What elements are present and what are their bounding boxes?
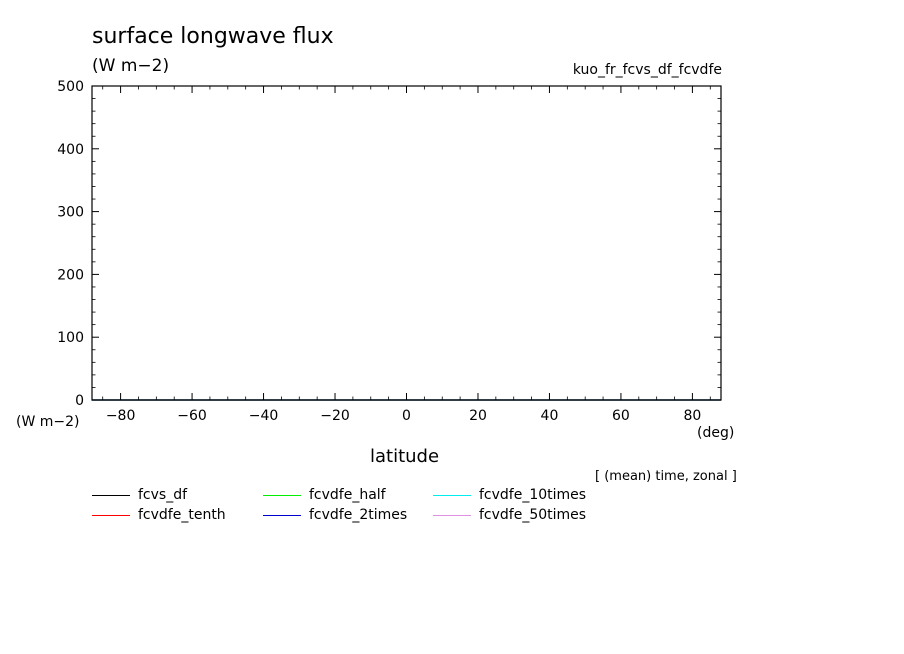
- x-tick-label: −40: [249, 408, 279, 424]
- y-axis-unit: (W m−2): [16, 414, 80, 430]
- y-tick-label: 400: [57, 142, 84, 158]
- legend-swatch: [92, 514, 130, 516]
- legend-item-fcvdfe_50times: fcvdfe_50times: [433, 506, 586, 524]
- legend-item-fcvdfe_10times: fcvdfe_10times: [433, 486, 586, 504]
- legend-item-fcvs_df: fcvs_df: [92, 486, 187, 504]
- x-tick-label: −60: [177, 408, 207, 424]
- x-tick-label: 80: [683, 408, 701, 424]
- legend-swatch: [92, 494, 130, 496]
- legend-swatch: [263, 514, 301, 516]
- legend-label: fcvdfe_tenth: [138, 507, 226, 523]
- legend-swatch: [433, 514, 471, 516]
- legend-item-fcvdfe_half: fcvdfe_half: [263, 486, 386, 504]
- legend-swatch: [433, 494, 471, 496]
- chart-units: (W m−2): [92, 56, 170, 76]
- legend-label: fcvdfe_half: [309, 487, 386, 503]
- legend-label: fcvdfe_50times: [479, 507, 587, 523]
- x-tick-label: 60: [612, 408, 630, 424]
- y-tick-label: 200: [57, 267, 84, 283]
- y-tick-label: 500: [57, 79, 84, 95]
- x-tick-label: −80: [106, 408, 136, 424]
- legend-label: fcvs_df: [138, 487, 188, 503]
- x-tick-label: 0: [402, 408, 411, 424]
- experiment-label: kuo_fr_fcvs_df_fcvdfe: [572, 62, 722, 78]
- legend-item-fcvdfe_2times: fcvdfe_2times: [263, 506, 407, 524]
- legend-label: fcvdfe_10times: [479, 487, 587, 503]
- y-tick-label: 0: [75, 393, 84, 409]
- x-axis-label: latitude: [370, 446, 440, 467]
- plot-frame: [91, 85, 722, 401]
- legend-item-fcvdfe_tenth: fcvdfe_tenth: [92, 506, 226, 524]
- legend-label: fcvdfe_2times: [309, 507, 408, 523]
- y-tick-label: 100: [57, 330, 84, 346]
- x-tick-label: 40: [541, 408, 559, 424]
- chart-title: surface longwave flux: [92, 24, 334, 49]
- legend-swatch: [263, 494, 301, 496]
- statistic-note: [ (mean) time, zonal ]: [595, 469, 737, 484]
- x-tick-label: −20: [320, 408, 350, 424]
- x-tick-label: 20: [469, 408, 487, 424]
- y-tick-label: 300: [57, 205, 84, 221]
- x-axis-unit: (deg): [697, 425, 735, 441]
